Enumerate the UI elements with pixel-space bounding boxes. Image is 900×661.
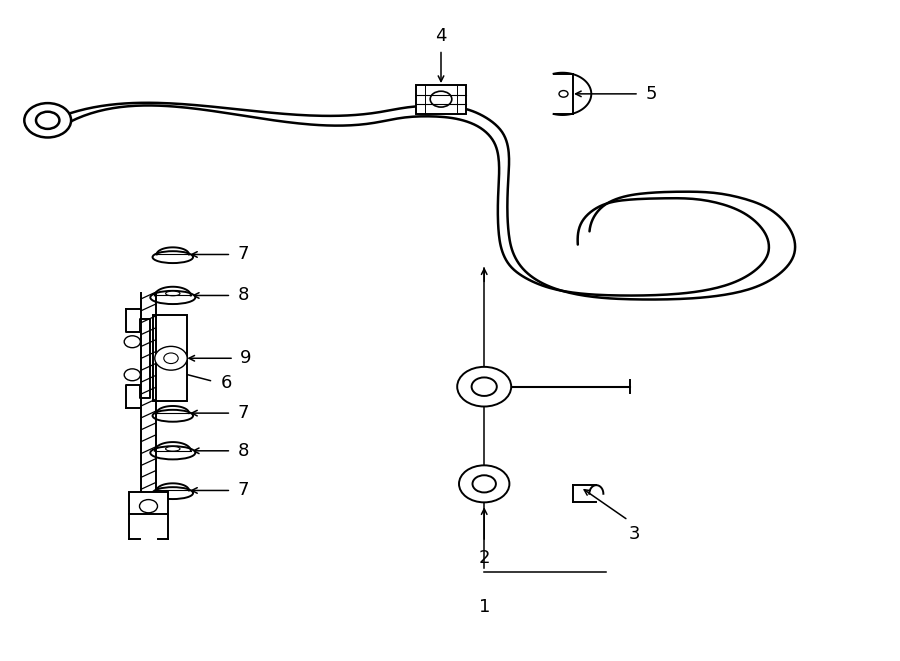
Circle shape (155, 346, 187, 370)
Text: 7: 7 (238, 481, 249, 500)
Text: 7: 7 (238, 245, 249, 264)
Circle shape (459, 465, 509, 502)
Circle shape (472, 475, 496, 492)
Ellipse shape (150, 291, 195, 304)
Ellipse shape (153, 487, 194, 499)
Ellipse shape (150, 446, 195, 459)
FancyBboxPatch shape (153, 315, 187, 401)
Circle shape (140, 500, 158, 513)
Text: 3: 3 (629, 525, 640, 543)
Circle shape (559, 91, 568, 97)
Ellipse shape (153, 410, 194, 422)
Ellipse shape (153, 251, 194, 263)
Text: 6: 6 (220, 374, 232, 393)
Circle shape (457, 367, 511, 407)
Text: 4: 4 (436, 27, 446, 45)
FancyBboxPatch shape (129, 492, 168, 514)
Circle shape (124, 369, 140, 381)
Text: 8: 8 (238, 442, 249, 460)
Text: 9: 9 (240, 349, 252, 368)
Circle shape (124, 336, 140, 348)
Text: 7: 7 (238, 404, 249, 422)
Circle shape (430, 91, 452, 107)
Circle shape (164, 353, 178, 364)
Text: 2: 2 (479, 549, 490, 566)
Circle shape (472, 377, 497, 396)
Text: 8: 8 (238, 286, 249, 305)
Text: 1: 1 (479, 598, 490, 616)
Ellipse shape (166, 291, 180, 295)
Ellipse shape (166, 447, 180, 451)
FancyBboxPatch shape (416, 85, 466, 114)
Circle shape (36, 112, 59, 129)
Circle shape (24, 103, 71, 137)
Text: 5: 5 (645, 85, 657, 103)
